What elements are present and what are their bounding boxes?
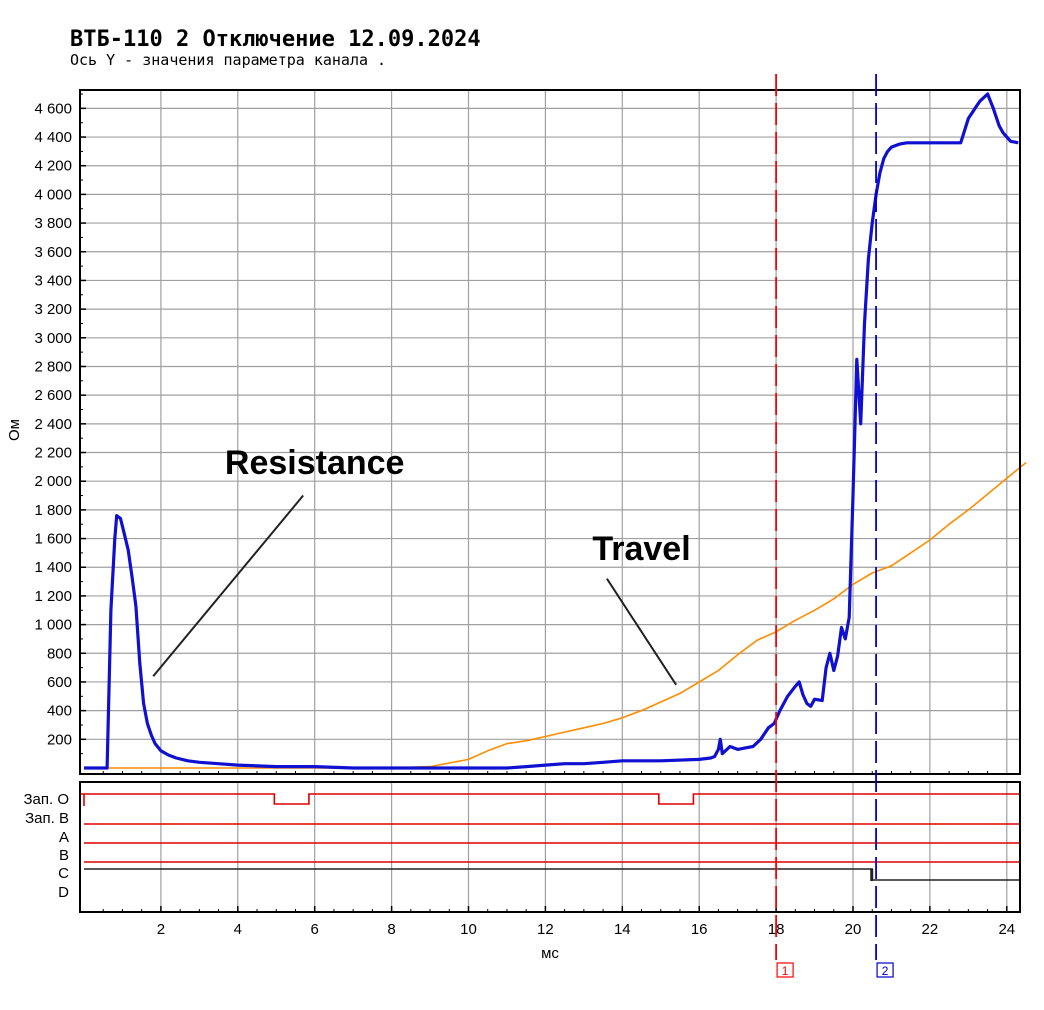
channel-trace-c [84,868,1020,881]
x-tick-label: 4 [234,921,242,938]
y-tick-label: 2 600 [34,387,72,404]
y-tick-label: 3 600 [34,244,72,261]
series-layer [84,92,1027,770]
x-tick-label: 20 [845,921,862,938]
travel-series-line [84,461,1027,769]
chart-title: ВТБ-110 2 Отключение 12.09.2024 [70,27,481,52]
y-tick-label: 1 000 [34,617,72,634]
annotation-label: Resistance [225,444,405,482]
channel-label: B [59,847,69,864]
y-tick-label: 2 000 [34,473,72,490]
x-tick-label: 8 [387,921,395,938]
x-axis-ticks: 2 4 6 8 10 12 14 16 18 20 22 24 [102,771,1015,938]
channel-frame [79,781,1021,913]
channel-traces [80,793,1020,881]
annotation-leader-line [606,578,677,686]
channel-label: Зап. О [23,791,69,808]
y-tick-label: 3 000 [34,330,72,347]
channel-label: Зап. В [25,810,69,827]
channel-label: C [58,865,69,882]
y-axis-ticks: 200 400 600 800 1 000 1 200 1 400 1 600 1 800 2 0… [34,93,86,755]
y-tick-label: 2 800 [34,358,72,375]
x-tick-label: 24 [998,921,1015,938]
y-tick-label: 200 [47,731,72,748]
y-tick-label: 4 400 [34,129,72,146]
channel-trace-zap-o [80,793,1020,805]
cursor-marker-label: 2 [882,964,889,978]
cursor-marker-label: 1 [782,964,789,978]
channel-label: D [58,884,69,901]
y-tick-label: 3 200 [34,301,72,318]
y-tick-label: 600 [47,674,72,691]
resistance-series-line [84,92,1019,770]
x-axis-label: мс [541,945,559,962]
y-tick-label: 1 600 [34,531,72,548]
x-tick-label: 16 [691,921,708,938]
cursor-marker-box [876,962,894,978]
plot-area [80,90,1020,774]
x-tick-label: 10 [460,921,477,938]
y-tick-label: 3 400 [34,272,72,289]
y-tick-label: 4 200 [34,158,72,175]
cursor-marker-box [776,962,794,978]
x-tick-label: 14 [614,921,631,938]
annotation-label: Travel [592,530,690,568]
y-tick-label: 400 [47,703,72,720]
channel-label: A [59,829,69,846]
annotation-leader-line [152,494,304,677]
y-tick-label: 2 200 [34,445,72,462]
chart-subtitle: Ось Y - значения параметра канала . [70,51,386,69]
channel-c-step-block [870,869,874,881]
plot-frame [79,89,1021,775]
y-tick-label: 4 600 [34,100,72,117]
channel-grid [160,782,1008,912]
y-axis-label: Ом [6,419,23,441]
x-tick-label: 2 [157,921,165,938]
y-tick-label: 3 800 [34,215,72,232]
y-tick-label: 2 400 [34,416,72,433]
y-tick-label: 1 200 [34,588,72,605]
x-tick-label: 22 [922,921,939,938]
y-tick-label: 800 [47,645,72,662]
x-tick-label: 6 [311,921,319,938]
y-tick-label: 4 000 [34,186,72,203]
y-tick-label: 1 400 [34,559,72,576]
annotations: Resistance Travel [152,444,691,686]
x-tick-label: 12 [537,921,554,938]
y-tick-label: 1 800 [34,502,72,519]
